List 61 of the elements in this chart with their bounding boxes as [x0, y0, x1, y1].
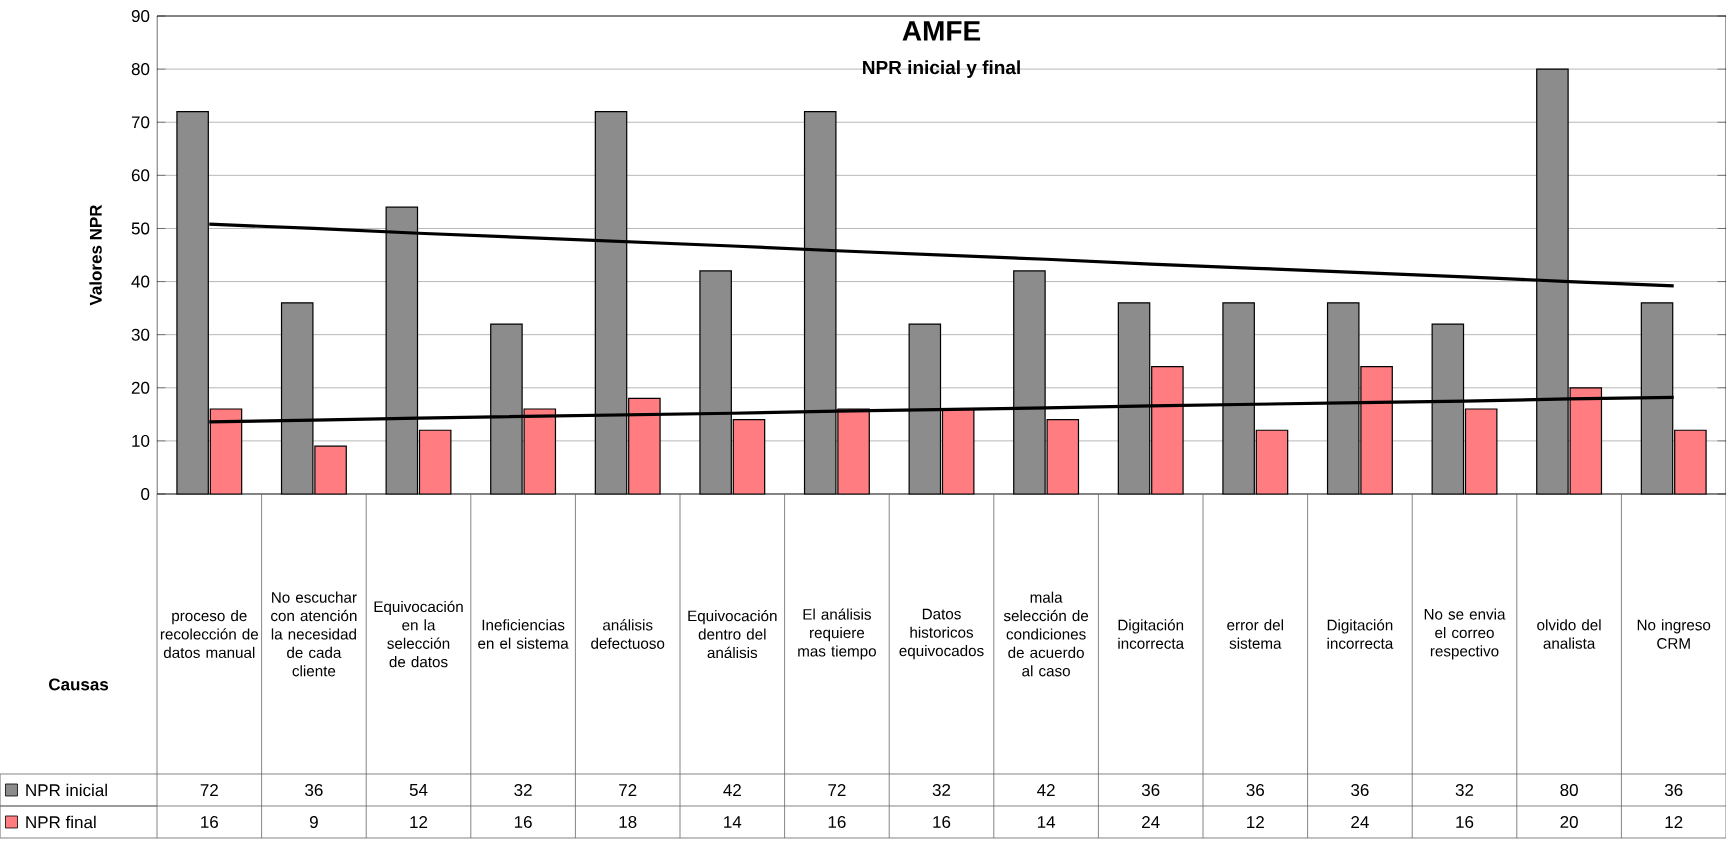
y-tick-label: 50 [131, 222, 150, 235]
data-label: 16 [1456, 815, 1474, 828]
data-label: 24 [1351, 816, 1369, 828]
legend-label: NPR final [26, 815, 96, 829]
data-label: 42 [723, 784, 741, 796]
y-axis-title: Valores NPR [89, 204, 102, 306]
x-tick-label: No ingreso CRM [1637, 619, 1711, 649]
data-label: 36 [1141, 783, 1160, 796]
x-tick-label: análisis defectuoso [591, 619, 665, 649]
data-label: 16 [933, 815, 951, 828]
y-tick-label: 40 [131, 275, 150, 288]
y-tick-label: 30 [131, 328, 150, 341]
data-label: 32 [514, 783, 532, 796]
x-tick-label: mala selección de condiciones de acuerdo al caso [1003, 591, 1089, 677]
data-label: 14 [1037, 816, 1056, 828]
chart-title: AMFE [902, 21, 981, 41]
data-label: 72 [200, 784, 218, 796]
data-label: 54 [409, 784, 428, 796]
data-label: 80 [1560, 783, 1578, 796]
y-tick-label: 10 [132, 434, 150, 447]
data-label: 9 [309, 815, 318, 828]
x-tick-label: proceso de recolección de datos manual [160, 610, 259, 658]
y-tick-label: 70 [131, 116, 150, 129]
data-label: 16 [514, 815, 532, 828]
y-tick-label: 20 [131, 381, 150, 394]
data-label: 24 [1142, 816, 1160, 828]
y-tick-label: 60 [131, 169, 150, 182]
data-label: 12 [1665, 816, 1683, 828]
data-label: 16 [828, 815, 846, 828]
text: NPR inicial y final [863, 60, 1020, 78]
data-label: 36 [305, 783, 323, 796]
x-tick-label: Digitación incorrecta [1327, 619, 1394, 649]
data-label: 12 [1247, 816, 1264, 828]
x-tick-label: error del sistema [1227, 619, 1283, 649]
data-label: 18 [619, 815, 637, 828]
y-tick-label: 0 [141, 488, 150, 501]
data-label: 72 [619, 784, 637, 796]
x-tick-label: No escuchar con atención la necesidad de cada cliente [271, 591, 357, 677]
x-tick-label: Datos historicos equivocados [899, 608, 984, 660]
x-tick-label: No se envia el correo respectivo [1424, 608, 1506, 660]
data-label: 32 [1455, 783, 1474, 796]
data-label: 36 [1246, 783, 1265, 796]
x-axis-title: Causas [49, 678, 109, 691]
x-tick-label: Ineficiencias en el sistema [478, 619, 569, 649]
data-label: 32 [932, 783, 951, 796]
data-label: 14 [724, 816, 742, 828]
data-label: 72 [828, 784, 846, 796]
x-tick-label: Equivocación dentro del análisis [688, 609, 777, 659]
y-tick-label: 90 [131, 10, 150, 23]
data-label: 20 [1560, 815, 1578, 828]
x-tick-label: olvido del analista [1537, 619, 1601, 649]
x-tick-label: Equivocación en la selección de datos [374, 600, 463, 668]
data-label: 16 [201, 815, 219, 828]
y-tick-label: 80 [131, 63, 150, 76]
data-label: 36 [1664, 783, 1683, 796]
data-label: 42 [1037, 784, 1055, 796]
x-tick-label: El análisis requiere mas tiempo [798, 608, 876, 660]
data-label: 12 [410, 816, 428, 828]
x-tick-label: Digitación incorrecta [1118, 619, 1185, 649]
legend-label: NPR inicial [26, 783, 107, 797]
data-label: 36 [1351, 783, 1369, 796]
